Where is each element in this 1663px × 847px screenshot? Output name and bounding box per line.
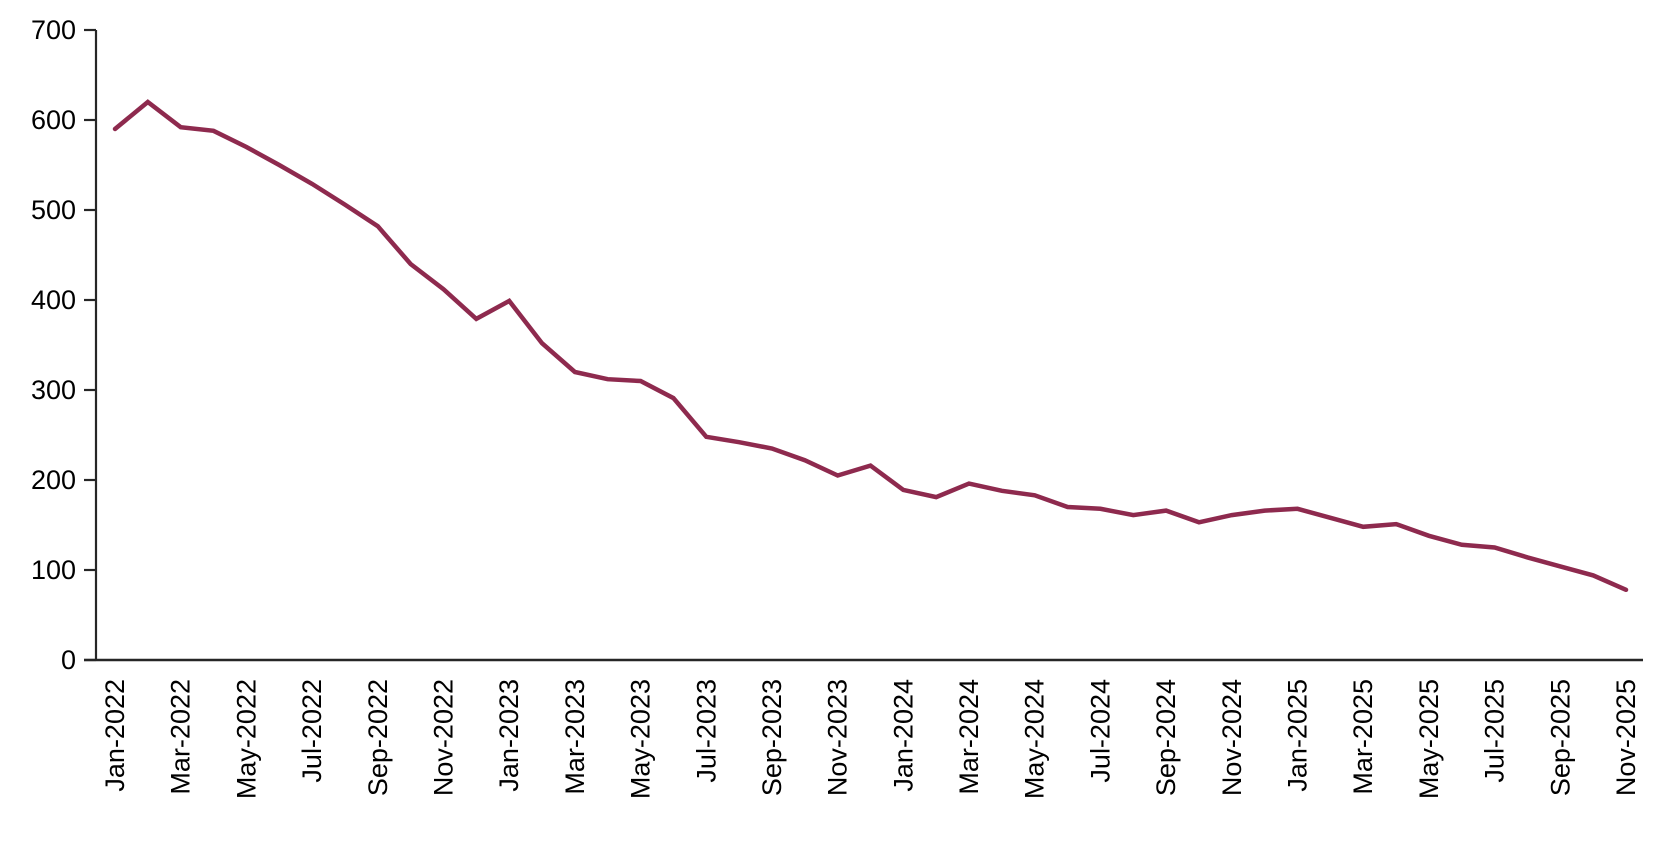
y-tick-label: 400 xyxy=(31,285,76,315)
x-tick-label: Jul-2023 xyxy=(691,679,721,783)
x-tick-label: Mar-2025 xyxy=(1348,679,1378,795)
x-tick-label: Jan-2024 xyxy=(888,679,918,792)
y-axis: 0 100 200 300 400 500 600 700 xyxy=(31,15,98,675)
x-tick-label: Nov-2022 xyxy=(428,679,458,796)
y-tick-label: 200 xyxy=(31,465,76,495)
x-tick-label: Jul-2022 xyxy=(297,679,327,783)
x-tick-label: Sep-2024 xyxy=(1151,679,1181,796)
y-tick-label: 600 xyxy=(31,105,76,135)
x-tick-label: Nov-2023 xyxy=(823,679,853,796)
x-tick-label: Sep-2025 xyxy=(1545,679,1575,796)
x-tick-label: Sep-2023 xyxy=(757,679,787,796)
y-tick-label: 500 xyxy=(31,195,76,225)
x-tick-label: Mar-2022 xyxy=(166,679,196,795)
x-tick-label: Nov-2025 xyxy=(1611,679,1641,796)
x-tick-label: May-2023 xyxy=(626,679,656,799)
x-tick-label: Jan-2025 xyxy=(1283,679,1313,792)
x-tick-label: May-2022 xyxy=(231,679,261,799)
x-tick-label: May-2025 xyxy=(1414,679,1444,799)
series-line xyxy=(112,99,1629,593)
x-tick-label: May-2024 xyxy=(1020,679,1050,799)
x-tick-label: Mar-2024 xyxy=(954,679,984,795)
y-tick-label: 700 xyxy=(31,15,76,45)
x-tick-label: Jan-2023 xyxy=(494,679,524,792)
x-tick-label: Jul-2025 xyxy=(1480,679,1510,783)
x-tick-label: Nov-2024 xyxy=(1217,679,1247,796)
x-axis: Jan-2022 Mar-2022 May-2022 Jul-2022 Sep-2022… xyxy=(84,658,1643,799)
x-tick-label: Jul-2024 xyxy=(1085,679,1115,783)
x-tick-label: Mar-2023 xyxy=(560,679,590,795)
y-tick-label: 300 xyxy=(31,375,76,405)
x-tick-label: Jan-2022 xyxy=(100,679,130,792)
y-tick-label: 100 xyxy=(31,555,76,585)
x-tick-label: Sep-2022 xyxy=(363,679,393,796)
y-tick-label: 0 xyxy=(61,645,76,675)
